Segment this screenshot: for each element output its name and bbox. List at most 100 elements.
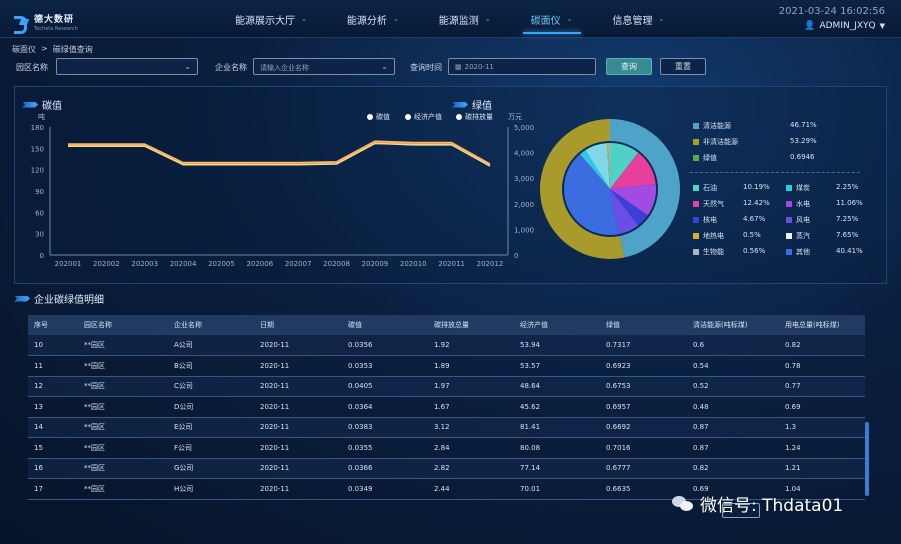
legend-label: 其他 [796, 248, 810, 256]
nav-item-info-management[interactable]: 信息管理 ⌄ [593, 0, 685, 38]
table-row[interactable]: 17 **园区 H公司 2020-11 0.0349 2.44 70.01 0.6635 0.6… [28, 479, 865, 499]
col-header[interactable]: 绿值 [606, 321, 620, 329]
logo[interactable]: 德大数研 Techeta Research [14, 12, 78, 34]
table-cell: 13 [34, 402, 43, 411]
datetime: 2021-03-24 16:02:56 [778, 6, 885, 17]
legend-nonclean-energy-value: 53.29% [790, 137, 817, 145]
table-cell: 0.69 [785, 402, 801, 411]
table-row[interactable]: 16 **园区 G公司 2020-11 0.0366 2.82 77.14 0.6777 0.8… [28, 458, 865, 479]
legend-swatch [693, 139, 699, 145]
breadcrumb-item[interactable]: 碳面仪 [12, 45, 36, 54]
calendar-icon: ▦ [455, 63, 462, 71]
table-cell: 0.82 [693, 464, 709, 473]
pie-inner-slice-8[interactable] [606, 143, 610, 189]
legend-swatch [693, 249, 699, 255]
park-select[interactable]: ⌄ [56, 58, 198, 75]
table-row[interactable]: 10 **园区 A公司 2020-11 0.0356 1.92 53.94 0.7317 0.6… [28, 335, 865, 356]
query-button[interactable]: 查询 [606, 58, 652, 75]
legend-item: 天然气 [693, 199, 724, 209]
chevron-down-icon: ⌄ [392, 15, 399, 23]
table-row[interactable]: 15 **园区 F公司 2020-11 0.0355 2.84 80.08 0.7016 0.8… [28, 438, 865, 458]
breadcrumb: 碳面仪 > 碳绿值查询 [12, 44, 93, 55]
table-cell: 0.6957 [606, 402, 631, 411]
company-input[interactable]: 请输入企业名称 ⌄ [253, 58, 395, 75]
legend-carbon-value[interactable]: 碳值 [367, 112, 390, 122]
table-cell: **园区 [84, 464, 105, 473]
legend-clean-energy-value: 46.71% [790, 121, 817, 129]
chart-panel [14, 86, 887, 284]
time-picker[interactable]: ▦ 2020-11 [448, 58, 596, 75]
table-cell: 0.0355 [348, 443, 373, 452]
detail-table: 序号 园区名称 企业名称 日期 碳值 碳排放总量 经济产值 绿值 清洁能源(吨标… [28, 315, 865, 500]
table-cell: 16 [34, 464, 43, 473]
col-header[interactable]: 经济产值 [520, 321, 548, 329]
legend-label: 生物能 [703, 248, 724, 256]
legend-item: 水电 [786, 199, 810, 209]
table-cell: 81.41 [520, 423, 541, 432]
nav-item-label: 信息管理 [612, 15, 653, 27]
table-cell: D公司 [174, 402, 194, 411]
user-menu[interactable]: 👤 ADMIN_JXYQ ▼ [804, 21, 885, 31]
col-header[interactable]: 日期 [260, 321, 274, 329]
chevron-down-icon: ⌄ [566, 15, 573, 23]
legend-item: 核电 [693, 215, 717, 225]
legend-value: 2.25% [836, 183, 859, 191]
col-header[interactable]: 用电总量(吨标煤) [785, 321, 840, 329]
detail-title-text: 企业碳绿值明细 [34, 295, 104, 306]
pie-inner-slice-5[interactable] [564, 154, 619, 235]
pie-inner-slice-9[interactable] [608, 143, 610, 189]
table-cell: B公司 [174, 361, 193, 370]
table-cell: 53.57 [520, 361, 541, 370]
table-row[interactable]: 12 **园区 C公司 2020-11 0.0405 1.97 48.64 0.6753 0.5… [28, 376, 865, 397]
legend-label: 煤炭 [796, 184, 810, 192]
chevron-down-icon: ⌄ [658, 15, 665, 23]
pie-inner-slice-2[interactable] [610, 184, 656, 216]
pagination-control[interactable] [722, 503, 760, 518]
table-cell: 0.54 [693, 361, 709, 370]
nav-item-energy-hall[interactable]: 能源展示大厅 ⌄ [215, 0, 327, 38]
legend-value: 12.42% [743, 199, 770, 207]
detail-title: 企业碳绿值明细 [14, 291, 104, 306]
chevron-down-icon: ⌄ [484, 15, 491, 23]
table-cell: 1.89 [434, 361, 450, 370]
pie-outer-slice-1[interactable] [540, 119, 625, 259]
legend-economic-output[interactable]: 经济产值 [405, 112, 442, 122]
table-scrollbar[interactable] [865, 422, 869, 496]
col-header[interactable]: 碳排放总量 [434, 321, 469, 329]
col-header[interactable]: 企业名称 [174, 321, 202, 329]
table-cell: 45.62 [520, 402, 541, 411]
table-row[interactable]: 13 **园区 D公司 2020-11 0.0364 1.67 45.62 0.6957 0.4… [28, 397, 865, 417]
pie-inner-slice-7[interactable] [585, 143, 610, 189]
legend-value: 0.56% [743, 247, 766, 255]
legend-item: 蒸汽 [786, 231, 810, 241]
table-row[interactable]: 14 **园区 E公司 2020-11 0.0383 3.12 81.41 0.6692 0.8… [28, 417, 865, 438]
col-header[interactable]: 序号 [34, 321, 48, 329]
nav-item-energy-monitor[interactable]: 能源监测 ⌄ [419, 0, 511, 38]
col-header[interactable]: 清洁能源(吨标煤) [693, 321, 748, 329]
col-header[interactable]: 碳值 [348, 321, 362, 329]
table-row[interactable]: 11 **园区 B公司 2020-11 0.0353 1.89 53.57 0.6923 0.5… [28, 356, 865, 376]
nav-item-energy-analysis[interactable]: 能源分析 ⌄ [327, 0, 419, 38]
carbon-chart-title-text: 碳值 [42, 101, 62, 112]
pie-inner-slice-1[interactable] [610, 152, 656, 189]
table-header-row: 序号 园区名称 企业名称 日期 碳值 碳排放总量 经济产值 绿值 清洁能源(吨标… [28, 315, 865, 335]
legend-carbon-emission[interactable]: 碳排放量 [456, 112, 493, 122]
pie-outer-slice-0[interactable] [610, 119, 680, 258]
nav-item-carbon-meter[interactable]: 碳面仪 ⌄ [511, 0, 593, 38]
table-cell: 12 [34, 382, 43, 391]
table-cell: 1.3 [785, 423, 797, 432]
table-cell: 0.87 [693, 423, 709, 432]
table-cell: 0.0353 [348, 361, 373, 370]
pie-inner-slice-6[interactable] [580, 150, 610, 189]
table-cell: 0.6692 [606, 423, 631, 432]
right-unit: 万元 [508, 113, 522, 121]
pie-inner-slice-3[interactable] [610, 189, 648, 226]
pie-inner-slice-4[interactable] [610, 189, 639, 235]
pie-inner-slice-0[interactable] [610, 143, 639, 189]
reset-button[interactable]: 重置 [660, 58, 706, 75]
top-bar: 德大数研 Techeta Research 能源展示大厅 ⌄ 能源分析 ⌄ 能源监测… [0, 0, 901, 38]
breadcrumb-item-current: 碳绿值查询 [52, 45, 93, 54]
legend-value: 11.06% [836, 199, 863, 207]
col-header[interactable]: 园区名称 [84, 321, 112, 329]
time-picker-value: 2020-11 [464, 63, 494, 71]
